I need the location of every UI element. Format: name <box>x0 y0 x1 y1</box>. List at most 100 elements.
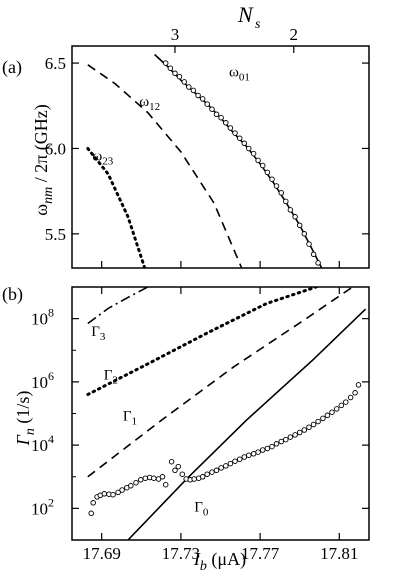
panel-a-y-ticks: 5.5 6.0 6.5 <box>45 54 369 268</box>
top-axis-title-base: N <box>237 2 254 27</box>
panel-b-data-point <box>155 476 162 482</box>
panel-a-series-23 <box>86 147 147 268</box>
panel-b-series-3 <box>87 287 149 325</box>
panel-a-curve-label: ω23 <box>92 148 113 167</box>
panel-b-data-point <box>168 458 175 465</box>
panel-a-data-point <box>162 60 169 66</box>
panel-b-curve-labels: Γ3 Γ2 Γ1 Γ0 <box>91 324 209 518</box>
panel-b-data-point <box>101 491 108 497</box>
panel-a-data-point <box>315 260 321 266</box>
panel-b-data-point <box>343 399 349 405</box>
panel-a-data-point <box>269 176 275 182</box>
panel-b-x-tick-label: 17.77 <box>241 544 280 563</box>
panel-a-data-point <box>306 241 312 247</box>
panel-b-data-point <box>278 438 285 445</box>
panel-a-curve-label: ω01 <box>229 65 250 84</box>
panel-a-data-point <box>259 162 266 169</box>
panel-a-data-point <box>236 135 243 141</box>
panel-a-data-point <box>213 111 220 118</box>
panel-a-y-tick-label: 6.5 <box>45 54 66 73</box>
panel-b-y-tick-label: 108 <box>31 306 54 329</box>
panel-a-data-point <box>264 169 271 176</box>
panel-a-series-12 <box>87 64 243 268</box>
panel-b-x-tick-label: 17.69 <box>83 544 121 563</box>
top-axis-tick-label: 3 <box>171 25 180 44</box>
panel-b-data-point <box>310 421 317 428</box>
panel-a-data-point <box>167 65 174 71</box>
panel-a-data-point <box>287 207 294 213</box>
panel-b-data-point <box>115 489 121 496</box>
panel-b-data-point <box>347 394 354 401</box>
panel-b-data-point <box>199 474 206 480</box>
panel-a-label: (a) <box>2 57 22 78</box>
panel-b-series-1 <box>87 287 354 478</box>
panel-b-x-tick-label: 17.73 <box>162 544 200 563</box>
panel-a-y-axis-title: ωnm / 2π (GHz) <box>31 104 56 216</box>
panel-a-curve-label: ω12 <box>139 94 160 113</box>
panel-b-data-point <box>223 463 229 469</box>
panel-b-data-point <box>352 390 358 396</box>
panel-b-data-point <box>241 454 248 460</box>
panel-a-frame <box>71 45 370 269</box>
panel-b-data-point <box>320 415 326 422</box>
top-axis-title-sub: s <box>255 17 261 32</box>
panel-a-data-point <box>301 231 308 237</box>
panel-b-curve-label: Γ1 <box>123 409 137 428</box>
panel-b-frame <box>71 286 370 541</box>
panel-b-data-point <box>110 491 116 498</box>
panel-b-data-point <box>236 456 243 462</box>
panel-a-data-point <box>199 96 206 102</box>
panel-a-data-point <box>195 92 201 99</box>
panel-a-data-point <box>273 183 280 189</box>
panel-b-data-point <box>296 429 303 436</box>
top-axis-tick-label: 2 <box>290 25 299 44</box>
panel-b-data-point <box>159 474 166 480</box>
panel-a-y-tick-label: 6.0 <box>45 139 66 158</box>
panel-a-data-point <box>172 70 178 77</box>
panel-a-data-point <box>241 140 248 147</box>
panel-b-data-point <box>227 460 234 467</box>
panel-b-data-point <box>264 445 271 452</box>
panel-b-curve-label: Γ2 <box>104 367 118 386</box>
top-axis-title: N s <box>237 2 261 32</box>
panel-a-data-point <box>278 190 285 196</box>
panel-a-data-point <box>296 222 303 229</box>
panel-b-data-point <box>133 479 139 486</box>
panel-b-data-point <box>301 427 308 433</box>
panel-b-data-point <box>213 467 220 474</box>
panel-a-data-point <box>190 87 197 94</box>
panel-b-data-point <box>142 475 149 481</box>
panel-b-data-point <box>204 471 210 477</box>
panel-b-y-axis-title: Γn (1/s) <box>13 391 38 447</box>
panel-a-data-point <box>283 198 289 205</box>
panel-a-data-point <box>181 79 188 85</box>
panel-b-y-tick-label: 106 <box>31 369 54 392</box>
panel-b-data-point <box>88 510 94 517</box>
panel-a-data-point <box>250 150 257 157</box>
panel-b-data-point <box>306 424 312 430</box>
panel-a-data-point <box>321 271 326 276</box>
panel-b-data-point <box>259 447 266 453</box>
panel-a-data-point <box>209 106 215 112</box>
panel-a-data-point <box>227 125 234 131</box>
panel-b-data-point <box>338 402 345 409</box>
panel-b-curve-label: Γ0 <box>194 499 209 518</box>
panel-b-x-ticks: 17.69 17.73 17.77 17.81 <box>83 287 358 563</box>
panel-b-curve-label: Γ3 <box>91 324 106 343</box>
panel-a-data-point <box>223 120 229 126</box>
panel-b-data-point <box>128 482 134 489</box>
panel-b-data-point <box>179 471 186 477</box>
panel-b-plot-area <box>86 287 367 540</box>
panel-b-x-tick-label: 17.81 <box>320 544 358 563</box>
panel-b-data-point <box>232 458 238 464</box>
panel-a-y-tick-label: 5.5 <box>45 225 66 244</box>
panel-b-series-2 <box>86 287 318 396</box>
panel-b-data-point <box>250 451 257 457</box>
panel-b-data-point <box>246 452 252 458</box>
panel-b-data-point <box>151 475 157 481</box>
panel-b-data-point <box>255 449 261 455</box>
panel-b-data-point <box>175 463 182 470</box>
panel-b-data-point <box>191 476 197 482</box>
panel-b-data-point <box>172 467 178 474</box>
